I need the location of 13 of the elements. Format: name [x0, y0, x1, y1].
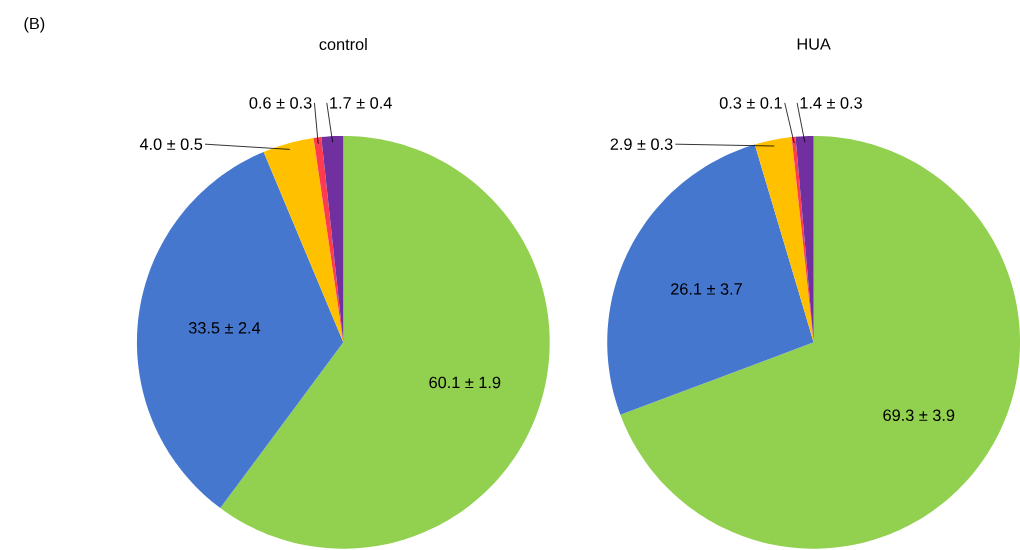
- data-label: 60.1 ± 1.9: [429, 376, 501, 389]
- data-label: 1.4 ± 0.3: [800, 97, 862, 109]
- data-label: 26.1 ± 3.7: [671, 283, 742, 295]
- chart-title: control: [319, 38, 367, 51]
- data-label: 4.0 ± 0.5: [139, 138, 203, 151]
- chart-title: HUA: [797, 38, 831, 50]
- data-label: 0.3 ± 0.1: [719, 97, 782, 109]
- data-label: 1.7 ± 0.4: [330, 97, 392, 109]
- data-label: 0.6 ± 0.3: [249, 97, 312, 109]
- data-label: 69.3 ± 3.9: [883, 409, 955, 422]
- data-label: 2.9 ± 0.3: [610, 138, 673, 151]
- text: (B): [24, 17, 45, 33]
- data-label: 33.5 ± 2.4: [188, 322, 261, 334]
